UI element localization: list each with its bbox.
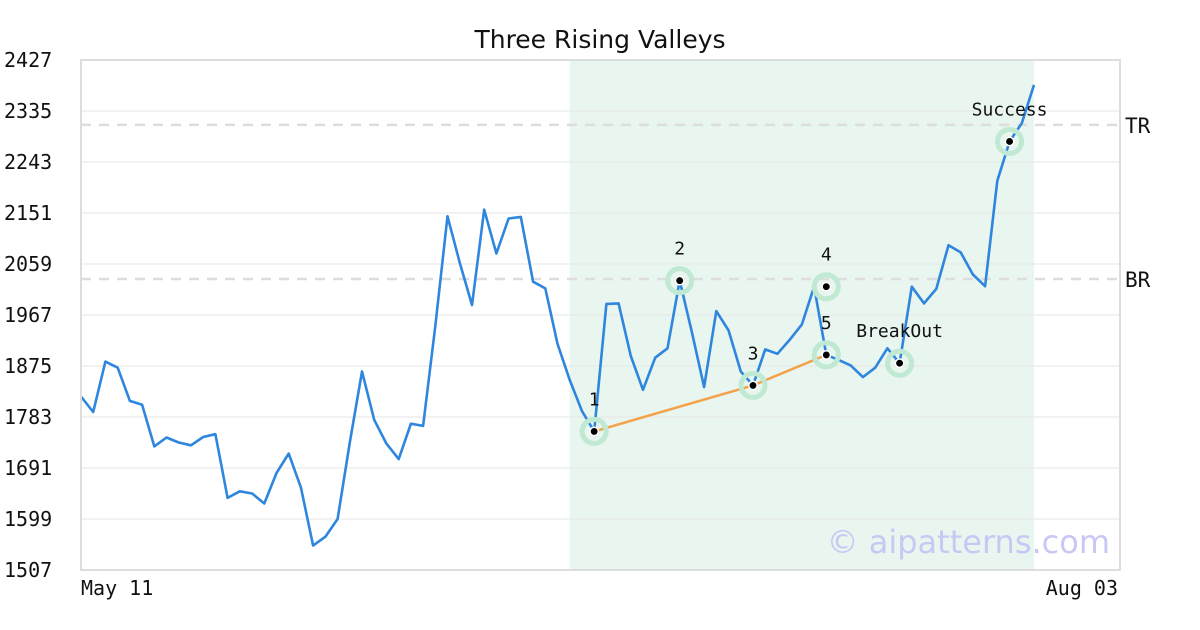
plot-frame bbox=[80, 59, 1121, 571]
y-tick-label: 2243 bbox=[4, 150, 52, 174]
pattern-points: 1 2 3 4 5 BreakOut Success bbox=[579, 99, 1048, 446]
price-series bbox=[79, 84, 1036, 547]
point-marker-breakout bbox=[894, 358, 905, 369]
point-marker-3 bbox=[748, 380, 758, 391]
point-label-2: 2 bbox=[674, 239, 685, 260]
point-marker-2 bbox=[674, 275, 685, 286]
y-tick-label: 2335 bbox=[4, 99, 52, 123]
point-marker-4 bbox=[821, 281, 832, 292]
point-marker-success bbox=[1004, 136, 1015, 147]
y-tick-label: 1507 bbox=[4, 558, 52, 582]
point-marker-5 bbox=[821, 349, 832, 360]
chart-title: Three Rising Valleys bbox=[473, 25, 725, 54]
point-label-1: 1 bbox=[589, 389, 600, 410]
point-ring-5 bbox=[811, 340, 841, 370]
y-axis: 1507 1599 1691 1783 1875 1967 2059 2151 2243 2335… bbox=[4, 48, 52, 582]
point-marker-1 bbox=[589, 426, 600, 437]
y-tick-label: 1875 bbox=[4, 354, 52, 378]
y-tick-label: 1783 bbox=[4, 405, 52, 429]
watermark: © aipatterns.com bbox=[827, 523, 1110, 561]
point-ring-1 bbox=[579, 416, 609, 446]
x-axis: May 11 Aug 03 bbox=[81, 576, 1118, 600]
y-tick-label: 2059 bbox=[4, 252, 52, 276]
level-label-tr: TR bbox=[1125, 114, 1151, 138]
y-tick-label: 1967 bbox=[4, 303, 52, 327]
point-label-5: 5 bbox=[821, 313, 832, 334]
y-tick-label: 1599 bbox=[4, 507, 52, 531]
x-tick-label: May 11 bbox=[81, 576, 153, 600]
point-ring-breakout bbox=[885, 348, 915, 378]
grid bbox=[81, 110, 1120, 520]
point-label-3: 3 bbox=[748, 343, 759, 364]
point-label-4: 4 bbox=[821, 245, 832, 266]
point-ring-3 bbox=[738, 370, 768, 400]
point-ring-success bbox=[995, 126, 1025, 156]
point-label-breakout: BreakOut bbox=[856, 321, 943, 342]
y-tick-label: 1691 bbox=[4, 456, 52, 480]
x-tick-label: Aug 03 bbox=[1046, 576, 1118, 600]
y-tick-label: 2427 bbox=[4, 48, 52, 72]
level-lines: TR BR bbox=[81, 114, 1151, 292]
point-ring-4 bbox=[811, 272, 841, 302]
y-tick-label: 2151 bbox=[4, 201, 52, 225]
price-line bbox=[79, 84, 1036, 547]
point-ring-2 bbox=[665, 266, 695, 296]
level-label-br: BR bbox=[1125, 268, 1151, 292]
point-label-success: Success bbox=[972, 99, 1048, 120]
